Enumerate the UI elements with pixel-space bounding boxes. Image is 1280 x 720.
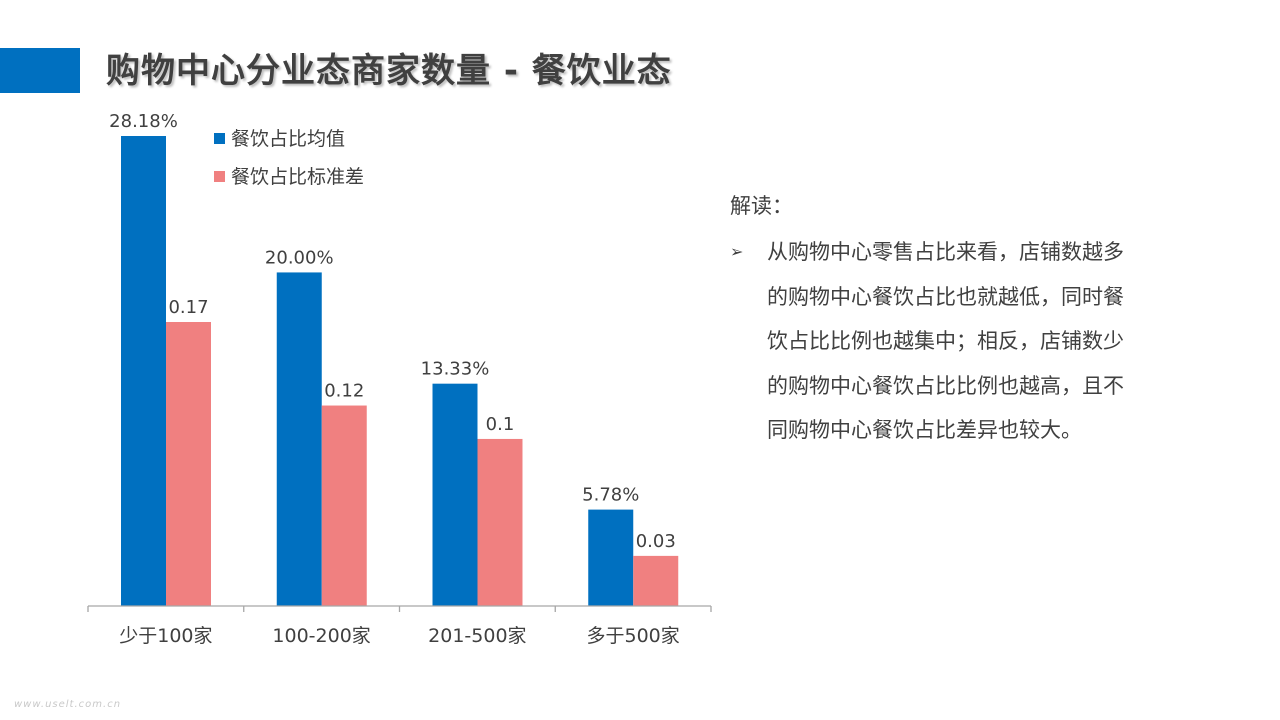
- bar-std: [477, 438, 523, 606]
- legend-swatch: [214, 171, 225, 182]
- interpretation-line: 从购物中心零售占比来看，店铺数越多: [767, 240, 1124, 264]
- x-tick-label: 少于100家: [119, 625, 212, 647]
- x-tick-label: 多于500家: [586, 625, 679, 647]
- data-label: 0.03: [636, 531, 676, 552]
- data-label: 0.1: [486, 414, 515, 435]
- x-tick-label: 100-200家: [272, 625, 370, 647]
- data-label: 13.33%: [421, 359, 490, 380]
- interpretation-line: 的购物中心餐饮占比比例也越高，且不: [767, 373, 1124, 398]
- interpretation-text: 从购物中心零售占比来看，店铺数越多 的购物中心餐饮占比也就越低，同时餐 饮占比比…: [767, 230, 1207, 453]
- legend-swatch: [214, 133, 225, 144]
- bar-mean: [276, 272, 322, 606]
- interpretation-line: 同购物中心餐饮占比差异也较大。: [767, 418, 1082, 442]
- title-accent-bar: [0, 48, 80, 93]
- interpretation-panel: 解读： ➢ 从购物中心零售占比来看，店铺数越多 的购物中心餐饮占比也就越低，同时…: [730, 186, 1210, 453]
- arrow-bullet-icon: ➢: [730, 242, 744, 261]
- data-label: 20.00%: [265, 247, 334, 268]
- bar-std: [633, 555, 679, 606]
- bar-mean: [432, 383, 478, 606]
- bar-std: [321, 405, 367, 606]
- legend-label: 餐饮占比均值: [231, 128, 345, 150]
- interpretation-line: 饮占比比例也越集中；相反，店铺数少: [767, 329, 1124, 353]
- bar-mean: [121, 136, 166, 606]
- legend-label: 餐饮占比标准差: [231, 166, 364, 188]
- data-label: 0.17: [168, 297, 208, 318]
- page-title: 购物中心分业态商家数量 - 餐饮业态: [106, 51, 672, 91]
- bar-mean: [588, 509, 634, 606]
- interpretation-bullet: ➢ 从购物中心零售占比来看，店铺数越多 的购物中心餐饮占比也就越低，同时餐 饮占…: [730, 230, 1210, 453]
- bar-chart: 28.18% 0.17 少于100家 20.00% 0.12 100-200家 13.33%…: [87, 111, 712, 647]
- interpretation-line: 的购物中心餐饮占比也就越低，同时餐: [767, 284, 1124, 309]
- data-label: 0.12: [324, 381, 364, 402]
- bar-std: [166, 322, 211, 606]
- data-label: 5.78%: [582, 485, 639, 506]
- data-label: 28.18%: [109, 111, 178, 132]
- watermark: www.uselt.com.cn: [14, 699, 122, 710]
- interpretation-heading: 解读：: [730, 194, 793, 218]
- x-tick-label: 201-500家: [428, 625, 526, 647]
